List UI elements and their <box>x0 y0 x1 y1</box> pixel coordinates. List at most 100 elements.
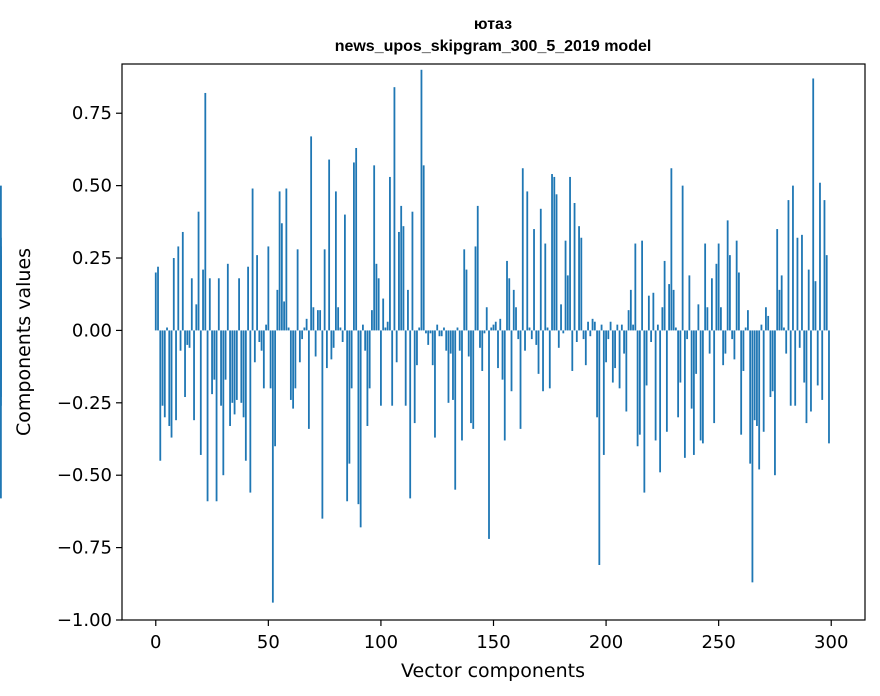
bar <box>632 324 634 331</box>
bar <box>411 211 414 331</box>
bar <box>564 240 567 331</box>
bar <box>375 263 378 331</box>
bar <box>161 330 164 406</box>
bar <box>735 240 738 331</box>
bar <box>463 249 466 331</box>
bar <box>283 301 286 331</box>
bar <box>244 330 247 461</box>
bar <box>321 330 324 519</box>
bar <box>503 330 506 441</box>
bar <box>224 330 227 380</box>
bar <box>602 330 605 455</box>
bar <box>253 330 256 363</box>
bar <box>591 318 594 331</box>
bar <box>217 278 220 331</box>
bar <box>717 243 720 331</box>
bar <box>708 330 711 354</box>
bar <box>323 249 326 331</box>
bar <box>497 330 499 369</box>
bar <box>330 330 333 360</box>
bar <box>0 330 2 499</box>
bar <box>580 237 583 331</box>
bar <box>659 330 662 473</box>
bar <box>508 278 511 331</box>
y-tick-label: −0.50 <box>57 465 112 486</box>
bar <box>618 330 621 389</box>
bar <box>650 330 653 342</box>
bar <box>289 330 292 400</box>
bar <box>409 330 412 499</box>
bar <box>794 330 797 406</box>
bar <box>524 330 526 351</box>
bar <box>398 231 400 331</box>
bar <box>470 330 472 424</box>
bar <box>701 330 704 444</box>
bar <box>258 330 261 342</box>
bar <box>573 203 576 331</box>
bar <box>0 324 2 331</box>
bar <box>810 330 812 412</box>
bar <box>677 330 680 418</box>
bar <box>366 330 369 426</box>
bar <box>638 330 641 435</box>
bar <box>389 176 391 331</box>
bar <box>465 269 468 331</box>
bar <box>362 324 364 331</box>
bar <box>229 330 231 426</box>
bar <box>778 289 781 331</box>
bar <box>753 330 756 421</box>
bar <box>711 278 713 331</box>
bar <box>598 330 601 565</box>
bar <box>163 330 166 418</box>
bar <box>204 92 207 331</box>
bar <box>805 330 808 424</box>
bar <box>377 278 380 331</box>
bar <box>193 330 195 421</box>
bar <box>184 330 186 398</box>
bar <box>454 330 457 490</box>
bar <box>231 330 234 403</box>
bar <box>668 284 671 331</box>
bar <box>506 260 508 331</box>
bar <box>285 188 288 331</box>
bar <box>303 327 306 331</box>
bar <box>537 330 540 374</box>
y-axis-label: Components values <box>13 248 35 436</box>
bar <box>812 78 815 331</box>
bar <box>515 307 517 331</box>
bar <box>683 330 686 458</box>
bar <box>175 330 177 421</box>
bar <box>413 330 416 424</box>
bar <box>341 330 344 342</box>
bar <box>202 269 204 331</box>
bar <box>724 330 727 354</box>
bar <box>355 147 358 331</box>
bar <box>391 330 394 406</box>
bar <box>301 330 304 340</box>
bar <box>535 330 538 345</box>
bar <box>240 330 243 403</box>
x-axis-ticks: 0 50 100 150 200 250 300 <box>150 620 848 653</box>
bar <box>328 159 331 331</box>
bar <box>546 327 549 331</box>
bar <box>316 310 319 331</box>
bar <box>400 205 403 331</box>
x-tick-label: 100 <box>364 632 398 653</box>
bar <box>695 330 698 374</box>
bar <box>584 330 587 366</box>
bar <box>418 327 421 331</box>
bar <box>267 246 270 331</box>
bar <box>474 246 477 331</box>
bar <box>296 249 299 331</box>
bar <box>821 330 824 400</box>
bar <box>346 330 349 502</box>
y-tick-label: 0.50 <box>72 176 112 197</box>
bar <box>287 327 290 331</box>
bar <box>260 330 263 351</box>
bar <box>319 310 322 331</box>
bar <box>596 330 598 418</box>
bar <box>510 330 513 392</box>
bar <box>616 324 619 331</box>
bar <box>488 330 490 539</box>
